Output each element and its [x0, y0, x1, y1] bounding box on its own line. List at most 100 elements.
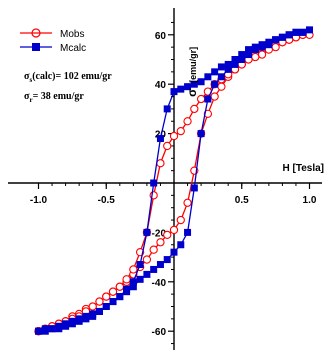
data-point-mcalc [82, 312, 90, 320]
data-point-mcalc [177, 241, 185, 249]
data-point-mcalc [245, 51, 253, 59]
data-point-mcalc [251, 43, 259, 51]
data-point-mobs [95, 297, 104, 306]
data-point-mobs [257, 50, 267, 59]
x-tick-label: -0.5 [98, 195, 116, 206]
data-point-mobs [203, 109, 213, 118]
data-point-mcalc [75, 315, 83, 323]
data-point-mcalc [204, 95, 212, 103]
legend-mobs-marker [31, 28, 41, 38]
data-point-mcalc [150, 179, 158, 187]
series-mcalc [35, 26, 313, 335]
data-point-mcalc [136, 275, 144, 283]
data-point-mcalc [143, 228, 151, 236]
data-point-mcalc [136, 261, 144, 269]
data-point-mcalc [190, 80, 198, 88]
data-point-mcalc [238, 56, 246, 63]
data-point-mcalc [109, 298, 117, 306]
data-point-mobs [156, 238, 165, 247]
legend-mcalc-marker [32, 43, 40, 51]
y-tick-label: -40 [152, 278, 167, 289]
data-point-mcalc [285, 31, 293, 39]
x-tick-label: -1.0 [30, 195, 48, 206]
data-point-mcalc [89, 310, 97, 318]
data-point-mcalc [116, 293, 124, 301]
data-point-mcalc [217, 63, 225, 71]
data-point-mcalc [95, 307, 103, 315]
data-point-mcalc [55, 322, 63, 330]
data-point-mcalc [68, 317, 76, 325]
y-axis-title: σ [emu/gr] [185, 47, 199, 97]
data-point-mcalc [197, 130, 205, 138]
data-point-mcalc [211, 68, 219, 76]
data-point-mcalc [170, 88, 178, 96]
data-point-mcalc [156, 135, 164, 143]
data-point-mcalc [245, 46, 253, 54]
y-tick-label: -20 [152, 228, 167, 239]
data-point-mobs [142, 255, 152, 264]
data-point-mcalc [231, 56, 239, 63]
data-point-mobs [271, 43, 280, 52]
data-point-mobs [183, 117, 192, 126]
legend: Mobs Mcalc [20, 28, 86, 54]
data-point-mcalc [41, 325, 49, 333]
data-point-mobs [108, 287, 118, 296]
data-point-mobs [149, 245, 158, 254]
data-point-mobs [88, 302, 97, 311]
x-axis-title: H [Tesla] [283, 163, 325, 174]
data-point-mcalc [278, 33, 286, 41]
data-point-mcalc [156, 261, 164, 269]
data-point-mobs [115, 282, 124, 291]
data-point-mcalc [48, 325, 56, 333]
data-point-mobs [251, 52, 260, 62]
y-axis-title-symbol: σ [185, 89, 199, 97]
data-point-mcalc [224, 65, 232, 73]
legend-mcalc-label: Mcalc [60, 43, 86, 54]
data-point-mcalc [224, 60, 232, 68]
x-tick-label: 1.0 [303, 195, 317, 206]
axis-labels: H [Tesla] σ [emu/gr] [185, 47, 324, 174]
data-point-mobs [156, 159, 165, 168]
annotation-remanence: σr= 38 emu/gr [24, 91, 84, 104]
annotations: σs(calc)= 102 emu/gr σr= 38 emu/gr [24, 71, 112, 104]
data-point-mcalc [184, 83, 192, 91]
data-point-mcalc [177, 85, 185, 93]
data-point-mobs [122, 275, 131, 284]
data-point-mcalc [62, 320, 70, 328]
legend-mobs-label: Mobs [60, 29, 84, 40]
data-point-mcalc [102, 303, 110, 310]
data-point-mcalc [163, 105, 171, 113]
data-point-mcalc [123, 285, 131, 293]
data-point-mcalc [299, 28, 307, 36]
data-point-mobs [169, 131, 179, 141]
data-point-mcalc [292, 28, 300, 36]
data-point-mobs [163, 141, 172, 151]
data-point-mcalc [204, 73, 212, 81]
data-point-mcalc [265, 38, 273, 46]
series-layer [34, 26, 314, 336]
data-point-mcalc [129, 283, 137, 291]
y-tick-label: 40 [155, 80, 167, 91]
data-point-mobs [163, 230, 172, 240]
data-point-mcalc [231, 60, 239, 68]
data-point-mobs [183, 198, 192, 207]
data-point-mcalc [272, 36, 280, 44]
data-point-mcalc [190, 184, 198, 192]
data-point-mobs [176, 126, 185, 136]
data-point-mobs [169, 225, 179, 235]
data-point-mcalc [129, 278, 137, 286]
data-point-mobs [176, 215, 185, 225]
data-point-mcalc [150, 265, 158, 273]
data-point-mcalc [163, 256, 171, 264]
data-point-mcalc [170, 248, 178, 256]
data-point-mcalc [35, 327, 42, 335]
data-point-mcalc [143, 270, 151, 278]
data-point-mobs [210, 92, 219, 101]
data-point-mcalc [211, 80, 219, 88]
data-point-mobs [190, 104, 199, 114]
data-point-mcalc [306, 26, 313, 34]
data-point-mcalc [238, 51, 246, 59]
annotation-saturation: σs(calc)= 102 emu/gr [24, 71, 112, 84]
axes: -1.0-0.50.51.0604020-20-40-60 [8, 8, 322, 350]
